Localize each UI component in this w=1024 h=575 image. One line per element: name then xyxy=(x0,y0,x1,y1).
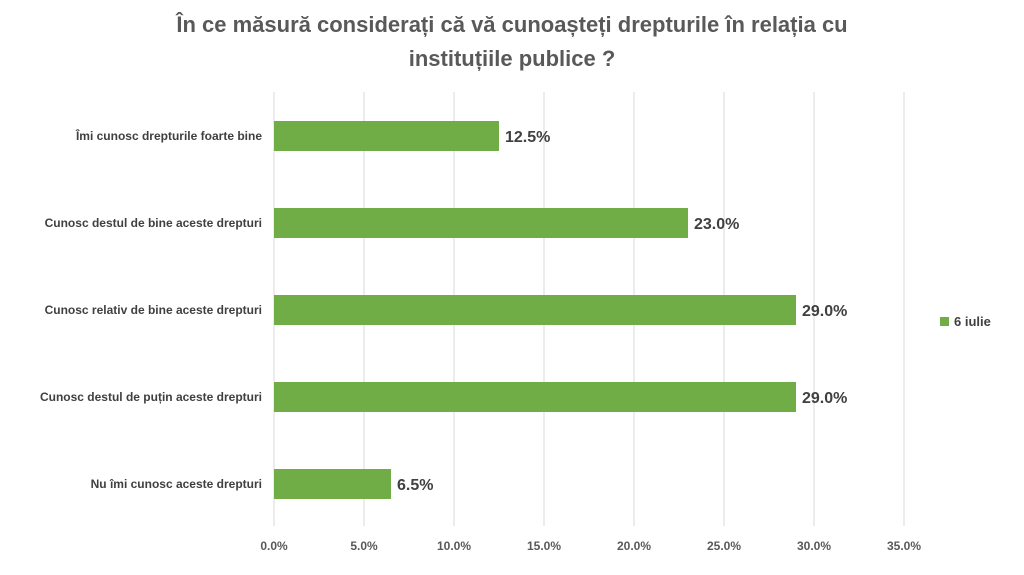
legend: 6 iulie xyxy=(940,314,991,329)
category-label: Îmi cunosc drepturile foarte bine xyxy=(75,128,262,143)
bar xyxy=(274,295,796,325)
category-label: Cunosc destul de puțin aceste drepturi xyxy=(40,390,262,404)
x-tick-label: 30.0% xyxy=(797,539,831,553)
legend-label-6-iulie: 6 iulie xyxy=(954,314,991,329)
x-tick-label: 15.0% xyxy=(527,539,561,553)
data-label: 29.0% xyxy=(802,390,847,407)
x-tick-label: 25.0% xyxy=(707,539,741,553)
bar xyxy=(274,469,391,499)
data-label: 6.5% xyxy=(397,477,433,494)
bar xyxy=(274,208,688,238)
chart-title-line-1: În ce măsură considerați că vă cunoașteț… xyxy=(175,12,847,37)
data-label: 23.0% xyxy=(694,216,739,233)
legend-swatch-6-iulie xyxy=(940,317,949,326)
labels: 0.0% 5.0% 10.0% 15.0% 20.0% 25.0% 30.0% 35.0% Îm… xyxy=(40,128,921,553)
bars xyxy=(274,121,796,499)
category-label: Nu îmi cunosc aceste drepturi xyxy=(91,477,262,491)
x-tick-label: 5.0% xyxy=(350,539,378,553)
data-label: 12.5% xyxy=(505,129,550,146)
x-tick-label: 10.0% xyxy=(437,539,471,553)
x-tick-label: 35.0% xyxy=(887,539,921,553)
chart-title-line-2: instituțiile publice ? xyxy=(409,46,616,71)
data-label: 29.0% xyxy=(802,303,847,320)
x-tick-label: 0.0% xyxy=(260,539,288,553)
bar xyxy=(274,382,796,412)
category-label: Cunosc destul de bine aceste drepturi xyxy=(45,216,262,230)
x-tick-label: 20.0% xyxy=(617,539,651,553)
category-label: Cunosc relativ de bine aceste drepturi xyxy=(45,303,262,317)
bar xyxy=(274,121,499,151)
